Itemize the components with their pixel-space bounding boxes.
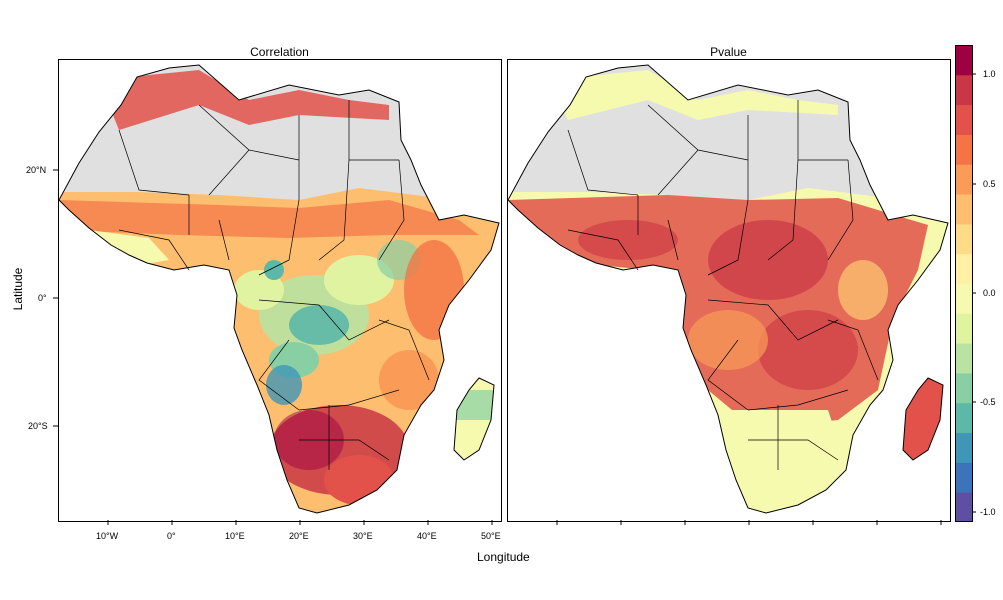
left-panel-title: Correlation (250, 45, 309, 59)
x-tick-label: 20°E (289, 531, 309, 541)
colorbar-swatch (955, 45, 973, 76)
colorbar-swatch (955, 74, 973, 106)
correlation-map-panel (58, 59, 502, 522)
colorbar-swatch (955, 372, 973, 404)
colorbar-border (955, 45, 973, 522)
colorbar-label: 1.0 (983, 69, 996, 79)
colorbar-swatch (955, 164, 973, 195)
right-panel-title: Pvalue (710, 45, 747, 59)
x-tick-label: 0° (167, 531, 176, 541)
colorbar-swatch (955, 223, 973, 255)
pvalue-map (508, 64, 949, 514)
colorbar-swatch (955, 432, 973, 463)
colorbar-swatch (955, 253, 973, 284)
correlation-map (59, 64, 500, 514)
colorbar-label: -0.5 (980, 397, 996, 407)
x-axis-title: Longitude (477, 550, 530, 564)
colorbar-swatch (955, 343, 973, 374)
pvalue-map-panel (507, 59, 951, 522)
x-tick-label: 30°E (353, 531, 373, 541)
colorbar-label: -1.0 (980, 507, 996, 517)
colorbar-swatch (955, 313, 973, 344)
x-tick-label: 50°E (481, 531, 501, 541)
y-tick-label: 20°N (26, 165, 47, 175)
x-tick-label: 10°W (96, 531, 119, 541)
y-tick-label: 20°S (28, 421, 48, 431)
colorbar-swatch (955, 492, 973, 522)
colorbar-swatch (955, 462, 973, 493)
y-tick-label: 0° (38, 293, 47, 303)
colorbar-swatch (955, 194, 973, 225)
colorbar-ticks (972, 73, 976, 513)
colorbar-swatch (955, 402, 973, 434)
colorbar (955, 45, 973, 522)
colorbar-swatch (955, 283, 973, 314)
colorbar-label: 0.0 (983, 288, 996, 298)
y-axis-title: Latitude (11, 267, 25, 311)
colorbar-swatch (955, 134, 973, 165)
colorbar-swatch (955, 104, 973, 135)
x-tick-label: 40°E (417, 531, 437, 541)
x-tick-label: 10°E (225, 531, 245, 541)
colorbar-label: 0.5 (983, 179, 996, 189)
